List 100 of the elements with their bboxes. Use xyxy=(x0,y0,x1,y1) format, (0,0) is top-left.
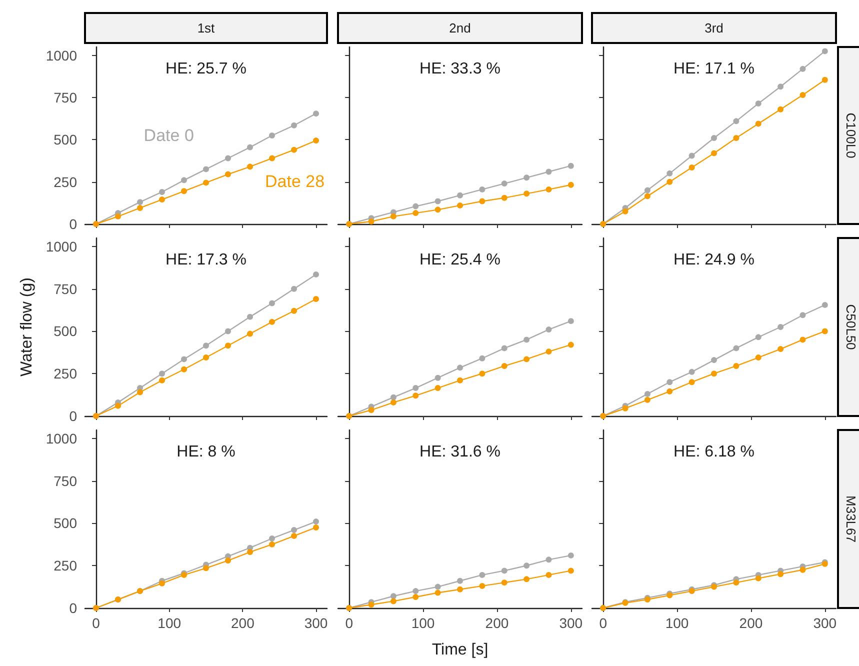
point xyxy=(501,580,508,586)
point xyxy=(644,193,650,200)
point xyxy=(822,328,828,334)
point xyxy=(733,362,740,369)
point xyxy=(622,405,628,412)
x-tick-label: 0 xyxy=(345,615,354,631)
point xyxy=(269,300,275,306)
point xyxy=(800,92,806,98)
point xyxy=(733,118,740,124)
x-tick-label: 100 xyxy=(665,615,689,631)
point xyxy=(755,120,762,127)
point xyxy=(137,199,143,206)
point xyxy=(688,164,695,171)
point xyxy=(137,389,143,396)
point xyxy=(368,218,374,224)
point xyxy=(247,164,253,170)
point xyxy=(181,177,187,184)
point xyxy=(622,208,628,214)
annotation: HE: 17.3 % xyxy=(166,252,246,268)
point xyxy=(524,562,530,569)
y2-axis-title: M33L67 xyxy=(844,496,858,542)
point xyxy=(479,198,486,204)
point xyxy=(546,186,552,192)
point xyxy=(568,162,574,169)
point xyxy=(390,399,396,406)
point xyxy=(291,122,297,128)
point xyxy=(755,100,762,106)
point xyxy=(390,598,396,604)
point xyxy=(501,568,508,574)
point xyxy=(225,558,231,564)
point xyxy=(755,334,762,340)
point xyxy=(115,213,121,220)
point xyxy=(457,377,463,384)
point xyxy=(390,213,396,220)
y-tick-label: 750 xyxy=(54,90,78,106)
point xyxy=(225,328,231,334)
x-tick-label: 200 xyxy=(739,615,763,631)
point xyxy=(644,396,650,403)
point xyxy=(568,342,574,348)
point xyxy=(269,535,275,542)
y-tick-label: 0 xyxy=(69,216,78,232)
point xyxy=(203,166,209,172)
y-tick-label: 750 xyxy=(54,472,78,489)
point xyxy=(291,286,297,292)
point xyxy=(711,370,717,377)
y2-axis-title: C50L50 xyxy=(844,304,858,350)
point xyxy=(434,206,441,213)
point xyxy=(368,602,374,608)
point xyxy=(546,168,552,175)
point xyxy=(457,202,463,208)
chart-title: 2nd xyxy=(449,20,471,36)
point xyxy=(524,336,530,343)
point xyxy=(181,356,187,362)
point xyxy=(247,314,253,320)
point xyxy=(225,171,231,178)
point xyxy=(457,192,463,198)
y-tick-label: 250 xyxy=(54,558,78,574)
point xyxy=(390,593,396,600)
point xyxy=(159,377,165,384)
point xyxy=(822,48,828,54)
point xyxy=(568,552,574,558)
point xyxy=(269,132,275,138)
point xyxy=(501,180,508,187)
point xyxy=(137,204,143,211)
x-tick-label: 300 xyxy=(304,615,328,631)
point xyxy=(247,144,253,150)
point xyxy=(733,345,740,352)
point xyxy=(368,407,374,414)
point xyxy=(434,374,441,381)
point xyxy=(291,308,297,314)
point xyxy=(313,110,319,117)
point xyxy=(247,330,253,337)
point xyxy=(291,527,297,534)
point xyxy=(412,392,419,399)
point xyxy=(203,180,209,186)
point xyxy=(412,594,419,600)
x-tick-label: 300 xyxy=(559,615,583,631)
point xyxy=(778,84,784,90)
point xyxy=(412,588,419,594)
point xyxy=(800,312,806,318)
point xyxy=(666,388,673,394)
point xyxy=(479,582,486,589)
chart-title: 1st xyxy=(197,20,216,36)
point xyxy=(546,572,552,578)
point xyxy=(159,188,165,195)
y-tick-label: 0 xyxy=(69,408,78,424)
point xyxy=(711,357,717,364)
point xyxy=(778,324,784,330)
y-tick-label: 750 xyxy=(54,280,78,297)
point xyxy=(115,402,121,409)
x-axis-title: Time [s] xyxy=(432,642,488,658)
point xyxy=(524,356,530,362)
point xyxy=(688,152,695,159)
point xyxy=(225,342,231,349)
point xyxy=(778,106,784,112)
y-tick-label: 250 xyxy=(54,174,78,190)
point xyxy=(313,138,319,144)
point xyxy=(313,518,319,525)
point xyxy=(711,150,717,156)
x-tick-label: 200 xyxy=(485,615,509,631)
